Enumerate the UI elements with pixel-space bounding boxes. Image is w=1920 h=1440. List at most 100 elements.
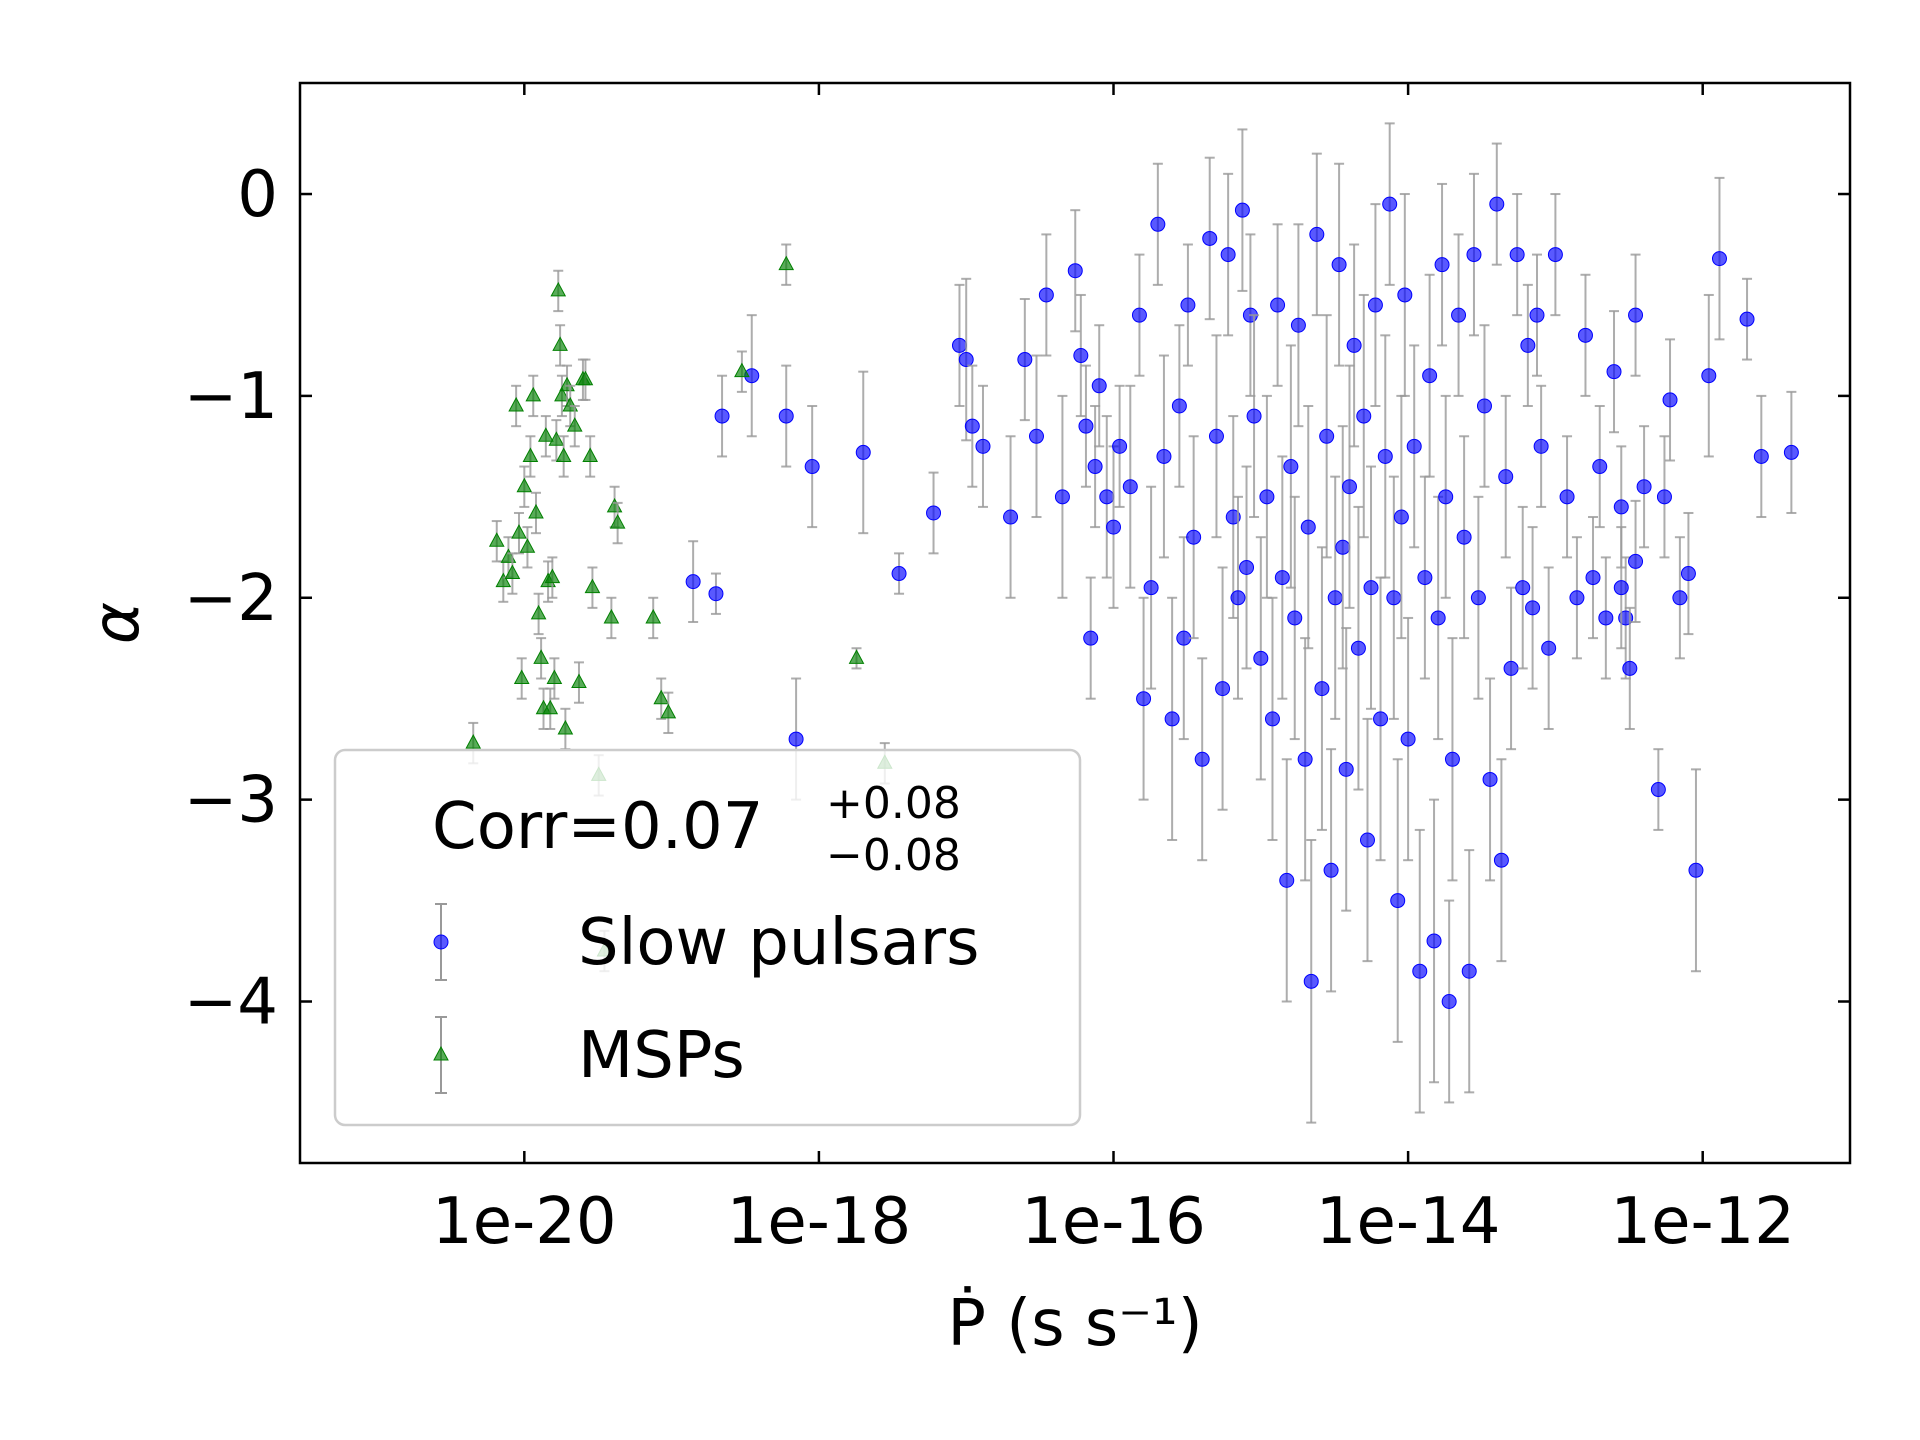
data-point — [525, 386, 542, 402]
data-point — [1613, 580, 1629, 596]
series-slow-pulsars — [685, 122, 1799, 1124]
data-point — [685, 574, 701, 590]
data-point — [1650, 782, 1666, 798]
data-point — [508, 396, 524, 412]
data-point — [1662, 392, 1678, 408]
data-point — [1503, 660, 1519, 676]
data-point — [1444, 751, 1460, 767]
data-point — [513, 669, 530, 685]
data-point — [1270, 297, 1286, 313]
legend-entry-msps: MSPs — [433, 1016, 745, 1094]
data-point — [891, 566, 907, 582]
data-point — [1422, 368, 1438, 384]
data-point — [603, 608, 620, 624]
data-point — [1309, 226, 1325, 242]
legend-correlation-label: Corr=0.07 — [432, 790, 763, 864]
data-point — [511, 524, 527, 539]
data-point — [1400, 731, 1416, 747]
data-point — [1711, 251, 1727, 267]
data-point — [1541, 640, 1557, 656]
data-point — [1672, 590, 1688, 606]
data-point — [1636, 479, 1652, 495]
data-point — [1341, 479, 1357, 495]
data-point — [1367, 297, 1383, 313]
data-point — [609, 514, 626, 529]
x-tick-label: 1e-14 — [1316, 1185, 1501, 1259]
circle-marker-icon — [433, 934, 449, 950]
data-point — [1441, 994, 1457, 1010]
data-point — [1239, 559, 1255, 575]
data-point — [1547, 247, 1563, 263]
data-point — [714, 408, 730, 424]
data-point — [1091, 378, 1107, 394]
x-tick-label: 1e-12 — [1610, 1185, 1795, 1259]
legend-correlation-upper: +0.08 — [826, 778, 961, 829]
data-point — [566, 417, 583, 432]
data-point — [1482, 771, 1498, 787]
y-tick-label: −4 — [184, 966, 278, 1040]
y-tick-label: −2 — [184, 562, 278, 636]
data-point — [778, 408, 794, 424]
data-point — [1017, 352, 1033, 368]
data-point — [1331, 257, 1347, 273]
data-point — [708, 586, 724, 602]
data-point — [1323, 862, 1339, 878]
data-point — [1606, 364, 1622, 380]
data-point — [1585, 570, 1601, 586]
data-point — [1150, 216, 1166, 232]
data-point — [1598, 610, 1614, 626]
data-point — [1359, 832, 1375, 848]
data-point — [562, 396, 579, 412]
data-point — [1498, 469, 1514, 485]
data-point — [1279, 872, 1295, 888]
legend-label: Slow pulsars — [578, 906, 979, 980]
data-point — [1438, 489, 1454, 505]
data-point — [1083, 630, 1099, 646]
data-point — [554, 386, 570, 402]
legend-correlation-lower: −0.08 — [826, 830, 961, 881]
data-point — [1356, 408, 1372, 424]
data-point — [1234, 202, 1250, 218]
x-tick-label: 1e-18 — [727, 1185, 912, 1259]
data-point — [550, 281, 567, 297]
data-point — [1180, 297, 1196, 313]
data-point — [1680, 566, 1696, 582]
data-points-layer — [465, 122, 1799, 1124]
data-point — [1136, 691, 1152, 707]
data-point — [1434, 257, 1450, 273]
data-point — [546, 669, 563, 685]
data-point — [1628, 553, 1644, 569]
data-point — [964, 418, 980, 434]
data-point — [1131, 307, 1147, 323]
y-axis-title: α — [80, 602, 154, 644]
data-point — [544, 568, 561, 584]
data-point — [1259, 489, 1275, 505]
data-point — [653, 689, 670, 705]
data-point — [465, 734, 482, 749]
x-tick-label: 1e-20 — [432, 1185, 617, 1259]
data-point — [1456, 529, 1472, 545]
data-point — [1386, 590, 1402, 606]
data-point — [1382, 196, 1398, 212]
data-point — [1338, 761, 1354, 777]
legend-box — [333, 748, 1082, 1127]
data-point — [1406, 438, 1422, 454]
data-point — [1363, 580, 1379, 596]
data-point — [533, 649, 549, 664]
data-point — [855, 444, 871, 460]
data-point — [926, 505, 942, 521]
y-tick-label: −1 — [184, 360, 278, 434]
data-point — [1417, 570, 1433, 586]
plot-frame — [298, 81, 1852, 1165]
data-point — [788, 731, 804, 747]
data-point — [1461, 963, 1477, 979]
data-point — [1003, 509, 1019, 525]
legend-entry-slow-pulsars: Slow pulsars — [433, 903, 979, 981]
data-point — [1397, 287, 1413, 303]
data-point — [1327, 590, 1343, 606]
data-point — [951, 337, 967, 353]
data-point — [1202, 230, 1218, 246]
data-point — [1346, 337, 1362, 353]
data-point — [848, 649, 865, 664]
data-point — [1208, 428, 1224, 444]
